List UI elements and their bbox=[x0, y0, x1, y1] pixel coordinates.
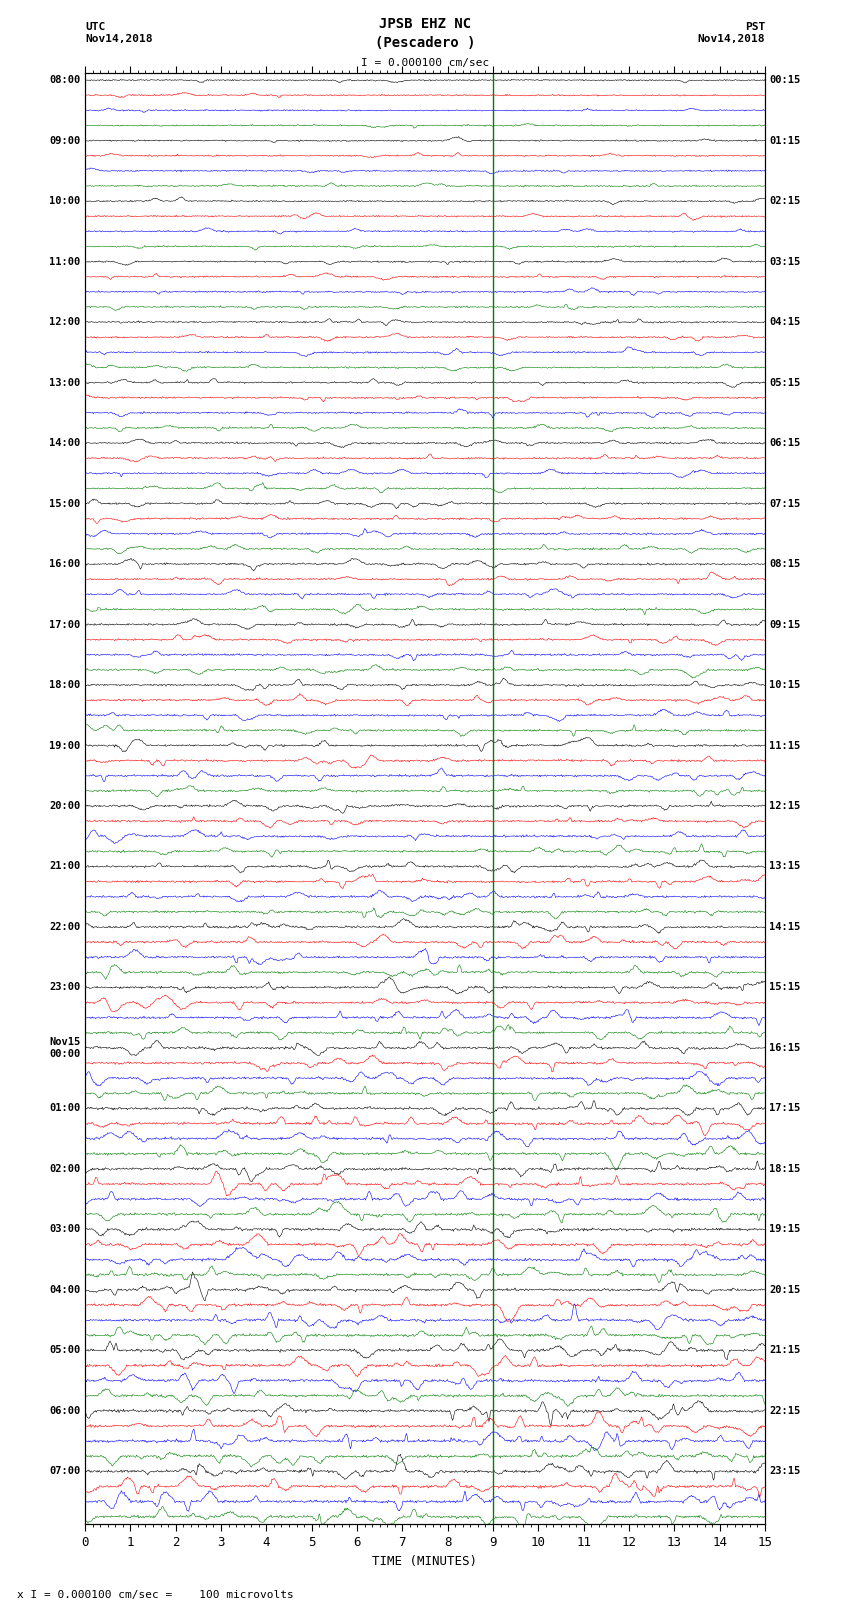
Text: 16:15: 16:15 bbox=[769, 1044, 801, 1053]
Text: 01:15: 01:15 bbox=[769, 135, 801, 145]
Text: 18:15: 18:15 bbox=[769, 1165, 801, 1174]
Text: 08:15: 08:15 bbox=[769, 560, 801, 569]
Text: 15:15: 15:15 bbox=[769, 982, 801, 992]
Text: 00:15: 00:15 bbox=[769, 76, 801, 85]
Text: 10:00: 10:00 bbox=[49, 197, 81, 206]
Text: 05:00: 05:00 bbox=[49, 1345, 81, 1355]
Text: 20:00: 20:00 bbox=[49, 802, 81, 811]
Text: 06:00: 06:00 bbox=[49, 1407, 81, 1416]
Text: x I = 0.000100 cm/sec =    100 microvolts: x I = 0.000100 cm/sec = 100 microvolts bbox=[17, 1590, 294, 1600]
Text: 21:00: 21:00 bbox=[49, 861, 81, 871]
Text: 06:15: 06:15 bbox=[769, 439, 801, 448]
Text: 12:15: 12:15 bbox=[769, 802, 801, 811]
Text: 22:00: 22:00 bbox=[49, 923, 81, 932]
Text: 04:15: 04:15 bbox=[769, 318, 801, 327]
Text: 21:15: 21:15 bbox=[769, 1345, 801, 1355]
Text: 18:00: 18:00 bbox=[49, 681, 81, 690]
Text: 15:00: 15:00 bbox=[49, 498, 81, 508]
Text: 19:15: 19:15 bbox=[769, 1224, 801, 1234]
Text: 14:15: 14:15 bbox=[769, 923, 801, 932]
Text: 02:15: 02:15 bbox=[769, 197, 801, 206]
Text: 01:00: 01:00 bbox=[49, 1103, 81, 1113]
Text: 02:00: 02:00 bbox=[49, 1165, 81, 1174]
Text: (Pescadero ): (Pescadero ) bbox=[375, 35, 475, 50]
Text: 23:00: 23:00 bbox=[49, 982, 81, 992]
Text: UTC
Nov14,2018: UTC Nov14,2018 bbox=[85, 23, 152, 44]
Text: I = 0.000100 cm/sec: I = 0.000100 cm/sec bbox=[361, 58, 489, 68]
Text: 13:00: 13:00 bbox=[49, 377, 81, 387]
Text: 05:15: 05:15 bbox=[769, 377, 801, 387]
Text: 14:00: 14:00 bbox=[49, 439, 81, 448]
Text: 07:00: 07:00 bbox=[49, 1466, 81, 1476]
Text: 03:15: 03:15 bbox=[769, 256, 801, 266]
Text: 03:00: 03:00 bbox=[49, 1224, 81, 1234]
Text: 07:15: 07:15 bbox=[769, 498, 801, 508]
X-axis label: TIME (MINUTES): TIME (MINUTES) bbox=[372, 1555, 478, 1568]
Text: 22:15: 22:15 bbox=[769, 1407, 801, 1416]
Text: 17:00: 17:00 bbox=[49, 619, 81, 629]
Text: 23:15: 23:15 bbox=[769, 1466, 801, 1476]
Text: Nov15
00:00: Nov15 00:00 bbox=[49, 1037, 81, 1058]
Text: 19:00: 19:00 bbox=[49, 740, 81, 750]
Text: PST
Nov14,2018: PST Nov14,2018 bbox=[698, 23, 765, 44]
Text: 08:00: 08:00 bbox=[49, 76, 81, 85]
Text: 20:15: 20:15 bbox=[769, 1286, 801, 1295]
Text: 11:00: 11:00 bbox=[49, 256, 81, 266]
Text: JPSB EHZ NC: JPSB EHZ NC bbox=[379, 16, 471, 31]
Text: 10:15: 10:15 bbox=[769, 681, 801, 690]
Text: 09:00: 09:00 bbox=[49, 135, 81, 145]
Text: 11:15: 11:15 bbox=[769, 740, 801, 750]
Text: 13:15: 13:15 bbox=[769, 861, 801, 871]
Text: 17:15: 17:15 bbox=[769, 1103, 801, 1113]
Text: 04:00: 04:00 bbox=[49, 1286, 81, 1295]
Text: 16:00: 16:00 bbox=[49, 560, 81, 569]
Text: 09:15: 09:15 bbox=[769, 619, 801, 629]
Text: 12:00: 12:00 bbox=[49, 318, 81, 327]
